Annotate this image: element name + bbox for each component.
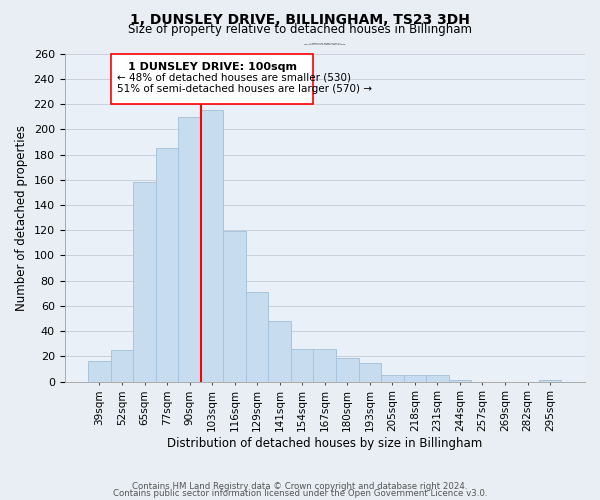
Bar [178,116,201,382]
Bar [223,232,246,382]
Text: ← 48% of detached houses are smaller (530): ← 48% of detached houses are smaller (53… [118,72,352,83]
Bar [336,358,359,382]
Text: 1 DUNSLEY DRIVE: 100sqm: 1 DUNSLEY DRIVE: 100sqm [128,62,296,72]
Y-axis label: Number of detached properties: Number of detached properties [15,124,28,310]
Bar [539,380,562,382]
Bar [201,110,223,382]
X-axis label: Distribution of detached houses by size in Billingham: Distribution of detached houses by size … [167,437,482,450]
Text: Contains HM Land Registry data © Crown copyright and database right 2024.: Contains HM Land Registry data © Crown c… [132,482,468,491]
Bar [426,376,449,382]
Bar [291,349,313,382]
Bar [381,376,404,382]
Text: Size of property relative to detached houses in Billingham: Size of property relative to detached ho… [128,22,472,36]
Bar [156,148,178,382]
Bar [88,362,111,382]
Bar [268,321,291,382]
Bar [313,349,336,382]
Bar [246,292,268,382]
Bar [133,182,156,382]
Bar [359,363,381,382]
Text: Contains public sector information licensed under the Open Government Licence v3: Contains public sector information licen… [113,489,487,498]
Text: 51% of semi-detached houses are larger (570) →: 51% of semi-detached houses are larger (… [118,84,373,94]
Bar [404,376,426,382]
Title: 1, DUNSLEY DRIVE, BILLINGHAM, TS23 3DH
Size of property relative to detached hou: 1, DUNSLEY DRIVE, BILLINGHAM, TS23 3DH S… [304,42,346,45]
Text: 1, DUNSLEY DRIVE, BILLINGHAM, TS23 3DH: 1, DUNSLEY DRIVE, BILLINGHAM, TS23 3DH [130,12,470,26]
Bar [449,380,471,382]
Bar [111,350,133,382]
Bar [111,54,313,104]
